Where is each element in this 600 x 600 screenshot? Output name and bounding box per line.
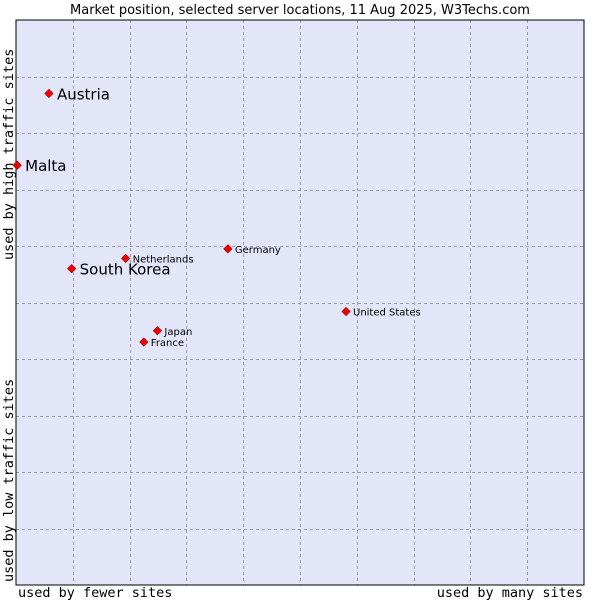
y-axis-label-high-traffic: used by high traffic sites (1, 49, 17, 260)
data-point-germany: Germany (223, 244, 281, 256)
point-marker-japan (152, 326, 163, 336)
x-axis-label-many-sites: used by many sites (437, 585, 583, 600)
point-label-malta: Malta (25, 157, 66, 175)
point-label-united-states: United States (353, 308, 421, 319)
point-label-netherlands: Netherlands (133, 254, 194, 265)
data-point-france: France (139, 337, 184, 349)
point-marker-south-korea (67, 263, 77, 274)
x-axis-label-fewer-sites: used by fewer sites (18, 585, 172, 600)
data-point-austria: Austria (44, 85, 110, 103)
point-marker-france (139, 337, 149, 347)
point-marker-netherlands (120, 253, 131, 264)
point-label-japan: Japan (163, 327, 192, 338)
point-marker-united-states (341, 306, 351, 317)
point-label-germany: Germany (235, 245, 281, 256)
chart-title: Market position, selected server locatio… (70, 3, 530, 18)
point-label-austria: Austria (57, 85, 110, 103)
y-axis-label-low-traffic: used by low traffic sites (1, 379, 17, 582)
point-marker-malta (12, 160, 22, 170)
data-point-malta: Malta (12, 157, 67, 175)
data-point-japan: Japan (152, 326, 192, 338)
data-point-netherlands: Netherlands (120, 253, 194, 265)
point-marker-austria (44, 88, 54, 99)
point-marker-germany (223, 244, 233, 254)
point-label-france: France (151, 338, 184, 349)
data-point-united-states: United States (341, 306, 421, 319)
data-point-south-korea: South Korea (67, 261, 171, 279)
point-label-south-korea: South Korea (80, 261, 171, 279)
grid (16, 20, 584, 585)
plot-border (15, 19, 585, 586)
